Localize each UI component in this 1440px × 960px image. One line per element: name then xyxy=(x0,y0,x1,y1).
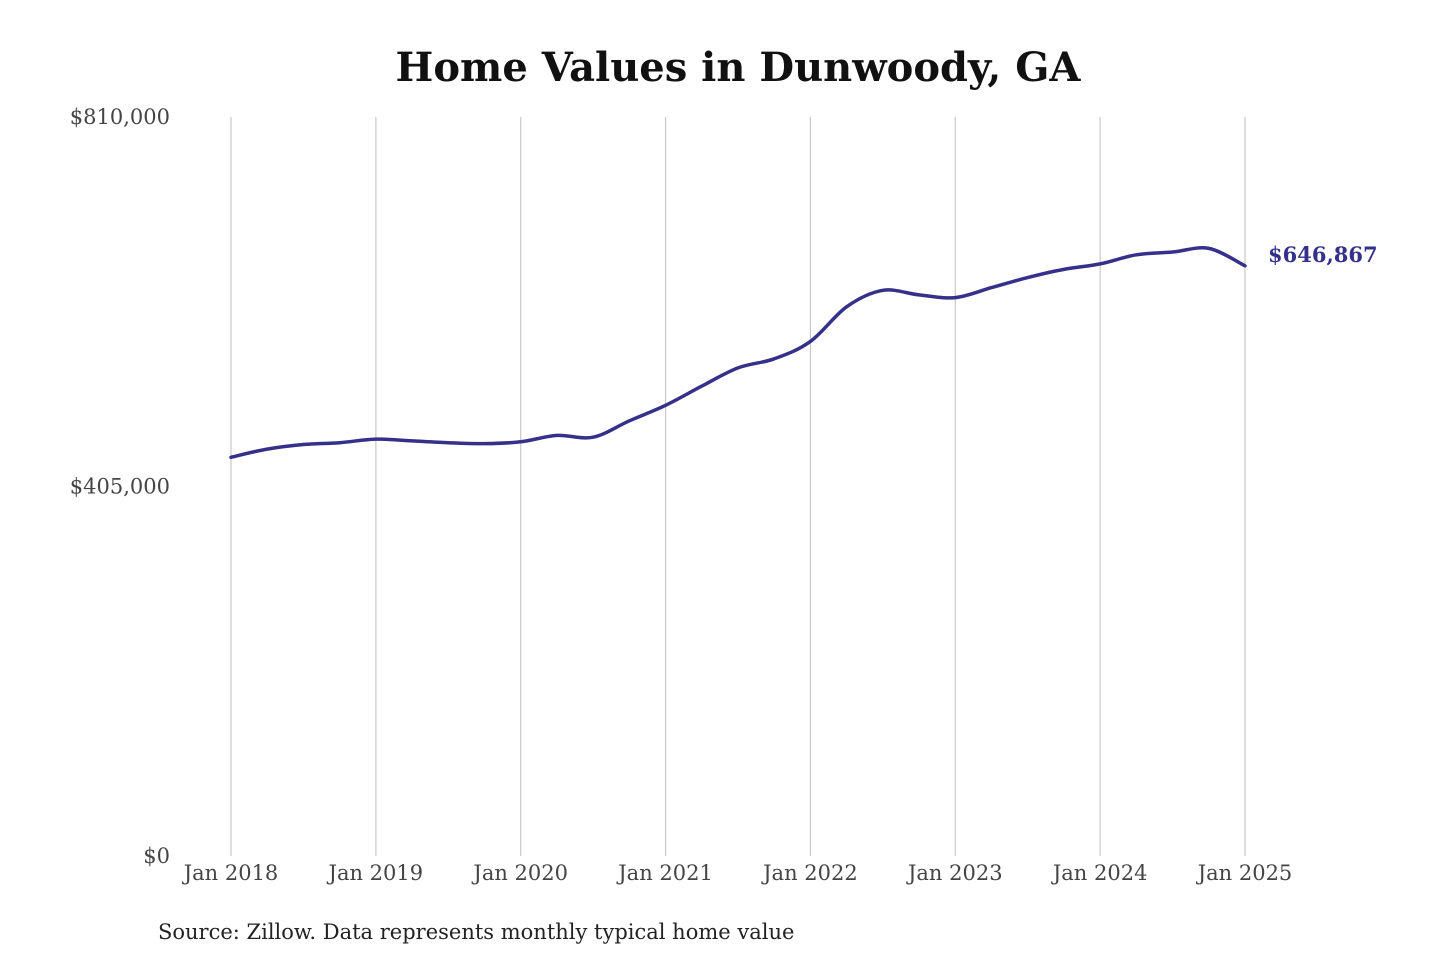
y-axis: $810,000 $405,000 $0 xyxy=(70,105,170,868)
grid-layer xyxy=(230,117,1246,856)
chart-title: Home Values in Dunwoody, GA xyxy=(396,44,1082,91)
series-layer xyxy=(229,246,1247,460)
source-note: Source: Zillow. Data represents monthly … xyxy=(158,920,794,944)
x-tick-label: Jan 2022 xyxy=(761,861,858,885)
x-tick-label: Jan 2020 xyxy=(471,861,568,885)
x-axis: Jan 2018 Jan 2019 Jan 2020 Jan 2021 Jan 2022… xyxy=(182,861,1293,885)
y-tick-label: $405,000 xyxy=(70,475,170,499)
x-tick-label: Jan 2024 xyxy=(1051,861,1148,885)
x-tick-label: Jan 2021 xyxy=(616,861,713,885)
y-tick-label: $0 xyxy=(143,844,170,868)
x-tick-label: Jan 2019 xyxy=(327,861,424,885)
x-tick-label: Jan 2025 xyxy=(1196,861,1293,885)
x-tick-label: Jan 2018 xyxy=(182,861,279,885)
y-tick-label: $810,000 xyxy=(70,105,170,129)
end-value-label: $646,867 xyxy=(1268,242,1378,267)
x-tick-label: Jan 2023 xyxy=(906,861,1003,885)
series-line xyxy=(229,246,1247,460)
